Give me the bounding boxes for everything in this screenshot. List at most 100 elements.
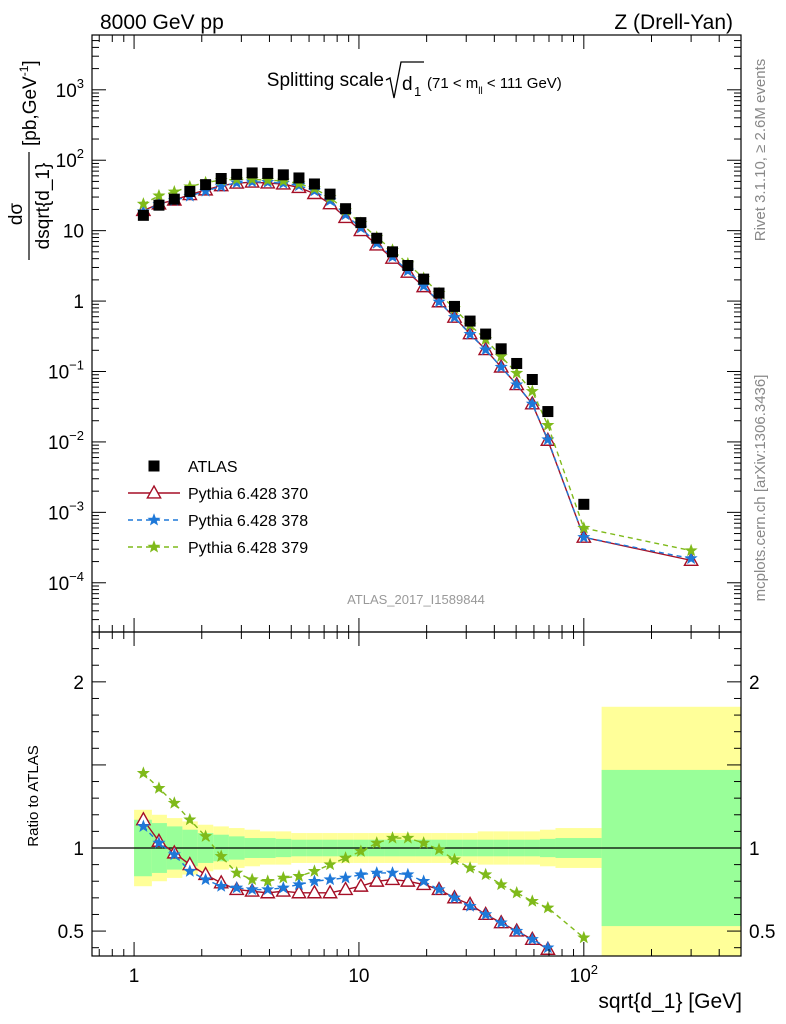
ratio-p378-point — [510, 924, 524, 937]
ratio-p379-point — [417, 836, 431, 849]
series-p378-point — [463, 327, 477, 340]
atlas-point — [433, 287, 445, 299]
atlas-point — [137, 209, 149, 221]
series-p378-point — [577, 530, 591, 543]
ratio-p379-point — [370, 836, 384, 849]
atlas-point — [215, 173, 227, 185]
ratio-p379-point — [230, 866, 244, 879]
series-atlas — [137, 167, 590, 510]
rivet-label: Rivet 3.1.10, ≥ 2.6M events — [752, 59, 769, 242]
series-p370 — [135, 173, 699, 566]
ratio-p370-point — [291, 884, 307, 899]
ratio-p378-point — [230, 881, 244, 894]
ratio-p379-point — [167, 796, 181, 809]
atlas-point — [464, 315, 476, 327]
ratio-p370-point — [337, 881, 354, 896]
ratio-p378-point — [479, 907, 493, 921]
y-tick-label: 102 — [56, 146, 84, 172]
x-tick-label: 10 — [348, 966, 369, 987]
atlas-point — [277, 169, 289, 181]
ratio-p378-point — [385, 866, 400, 879]
y-tick-label: 10 — [63, 222, 84, 243]
sqrt-sign — [385, 61, 424, 99]
ratio-p379-point — [245, 872, 259, 886]
ratio-p378-point — [525, 932, 539, 945]
atlas-point — [495, 343, 507, 355]
series-p378-point — [432, 294, 446, 308]
ratio-ylabel: Ratio to ATLAS — [25, 745, 42, 846]
ratio-p378-point — [167, 847, 181, 861]
ratio-p378-point — [214, 879, 228, 892]
plot-title-sqrt-sub: 1 — [414, 84, 421, 99]
plot-title-sqrt-arg: d — [402, 74, 413, 95]
ratio-p378-point — [541, 940, 555, 954]
legend-entry: Pythia 6.428 378 — [128, 513, 308, 530]
ratio-p379-point — [577, 930, 591, 944]
atlas-point — [246, 167, 258, 179]
main-ylabel: dσ dsqrt{d_1} [pb,GeV-1] — [6, 60, 54, 260]
legend-marker — [147, 513, 161, 526]
ratio-p378-point — [339, 871, 353, 884]
ratio-panel: 1 10 102 0.5 0.5 1 1 2 2 — [58, 631, 775, 987]
ratio-p378-point — [463, 899, 477, 912]
ratio-p379-point — [199, 829, 213, 842]
ratio-p379-point — [385, 831, 400, 844]
ratio-p379-point — [541, 900, 555, 914]
plot-title-cut: (71 < mll < 111 GeV) — [427, 75, 562, 97]
ratio-p378-point — [199, 872, 213, 886]
legend: ATLAS Pythia 6.428 370 Pythia 6.428 378 Pyt… — [128, 459, 308, 557]
ratio-p378-point — [401, 867, 415, 881]
ratio-p379-point — [323, 857, 337, 871]
atlas-point — [262, 167, 274, 179]
ratio-p379-point — [354, 844, 368, 857]
y-tick-label: 10−2 — [48, 428, 84, 454]
ratio-p379-point — [183, 812, 197, 826]
ratio-p379-point — [339, 851, 353, 864]
series-p378-point — [479, 342, 493, 356]
legend-label: Pythia 6.428 379 — [188, 540, 308, 557]
atlas-point — [153, 199, 165, 211]
atlas-point — [355, 217, 367, 229]
y-tick-label: 10−1 — [48, 358, 84, 384]
x-tick-label: 102 — [570, 962, 598, 987]
ratio-p378-point — [494, 915, 508, 929]
atlas-point — [184, 185, 196, 197]
legend-marker — [147, 540, 161, 553]
series-p379-point — [684, 543, 698, 557]
atlas-point — [402, 260, 414, 272]
series-p379-point — [577, 521, 591, 534]
ratio-p378-point — [417, 874, 431, 887]
ratio-y-tick-label-right: 0.5 — [749, 922, 775, 943]
series-p379-point — [510, 366, 524, 379]
series-p379-point — [136, 197, 150, 210]
ratio-p378-point — [307, 874, 321, 887]
ratio-p379-point — [463, 861, 477, 874]
main-ylabel-num: dσ — [6, 203, 27, 226]
ratio-p378-point — [432, 882, 446, 896]
ratio-p379-point — [307, 864, 321, 877]
ratio-p370-point — [322, 884, 338, 899]
series-p378-point — [510, 377, 524, 391]
ratio-y-tick-label-right: 2 — [749, 673, 760, 694]
ratio-p378 — [136, 819, 555, 954]
main-ylabel-den: dsqrt{d_1} — [33, 163, 54, 250]
ratio-p378-point — [261, 882, 275, 896]
atlas-point — [200, 179, 212, 191]
ratio-p379-point — [432, 842, 446, 856]
ratio-y-tick-label-right: 1 — [749, 839, 760, 860]
ratio-p379-point — [276, 871, 290, 884]
x-tick-label: 1 — [129, 966, 140, 987]
ratio-p370-point — [306, 884, 323, 899]
series-p378 — [136, 174, 698, 565]
ratio-p370-point — [384, 871, 401, 886]
atlas-point — [231, 168, 243, 180]
legend-label: Pythia 6.428 370 — [188, 486, 308, 503]
legend-label: Pythia 6.428 378 — [188, 513, 308, 530]
series-p379-point — [152, 188, 166, 202]
header-right: Z (Drell-Yan) — [614, 11, 733, 34]
ratio-y-tick-label: 2 — [73, 673, 84, 694]
ratio-p379-point — [510, 886, 524, 899]
ratio-p378-point — [354, 867, 368, 881]
ratio-p379-point — [479, 867, 493, 881]
ratio-p378-point — [292, 877, 306, 891]
